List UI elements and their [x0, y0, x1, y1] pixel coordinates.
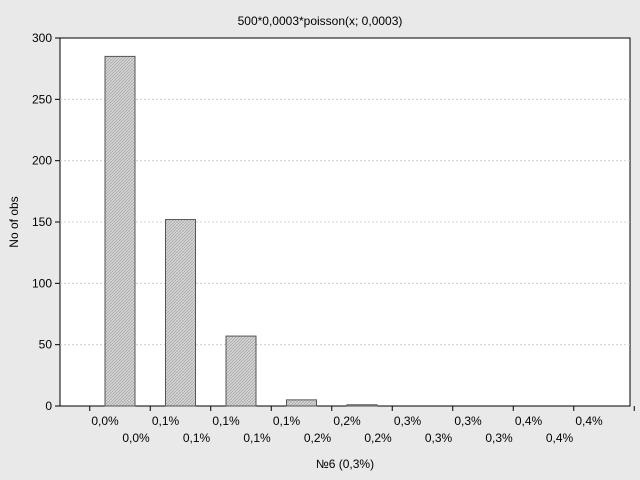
- x-tick-label-upper: 0,3%: [454, 414, 482, 428]
- y-tick-label: 50: [39, 338, 53, 352]
- x-tick-label-lower: 0,1%: [183, 431, 211, 445]
- x-tick-label-lower: 0,2%: [364, 431, 392, 445]
- x-tick-label-lower: 0,3%: [425, 431, 453, 445]
- chart-title: 500*0,0003*poisson(x; 0,0003): [238, 14, 403, 28]
- x-tick-label-lower: 0,1%: [243, 431, 271, 445]
- bars: [104, 55, 378, 407]
- x-tick-label-upper: 0,1%: [212, 414, 240, 428]
- x-tick-label-upper: 0,4%: [515, 414, 543, 428]
- bar: [104, 55, 136, 407]
- y-tick-label: 250: [32, 92, 52, 106]
- bar: [165, 219, 196, 407]
- x-tick-label-lower: 0,4%: [546, 431, 574, 445]
- bar: [225, 335, 257, 407]
- y-axis-label: No of obs: [7, 196, 21, 247]
- y-tick-label: 300: [32, 31, 52, 45]
- x-tick-label-upper: 0,1%: [273, 414, 301, 428]
- y-axis: 0 50 100 150 200 250 300: [32, 31, 60, 413]
- x-tick-label-upper: 0,0%: [91, 414, 119, 428]
- x-axis: 0,0% 0,1% 0,1% 0,1% 0,2% 0,3% 0,3% 0,4% 0,4%0,0%…: [89, 406, 635, 445]
- x-tick-label-upper: 0,3%: [394, 414, 422, 428]
- y-tick-label: 100: [32, 276, 52, 290]
- x-tick-label-upper: 0,4%: [575, 414, 603, 428]
- x-tick-label-lower: 0,0%: [122, 431, 150, 445]
- x-tick-label-upper: 0,2%: [333, 414, 361, 428]
- x-tick-label-upper: 0,1%: [152, 414, 180, 428]
- x-tick-label-lower: 0,2%: [304, 431, 332, 445]
- y-tick-label: 0: [45, 399, 52, 413]
- y-tick-label: 150: [32, 215, 52, 229]
- bar: [286, 399, 317, 407]
- x-tick-label-lower: 0,3%: [485, 431, 513, 445]
- y-tick-label: 200: [32, 154, 52, 168]
- x-axis-label: №6 (0,3%): [316, 457, 374, 471]
- grid-lines: [60, 98, 630, 346]
- bar: [346, 404, 378, 407]
